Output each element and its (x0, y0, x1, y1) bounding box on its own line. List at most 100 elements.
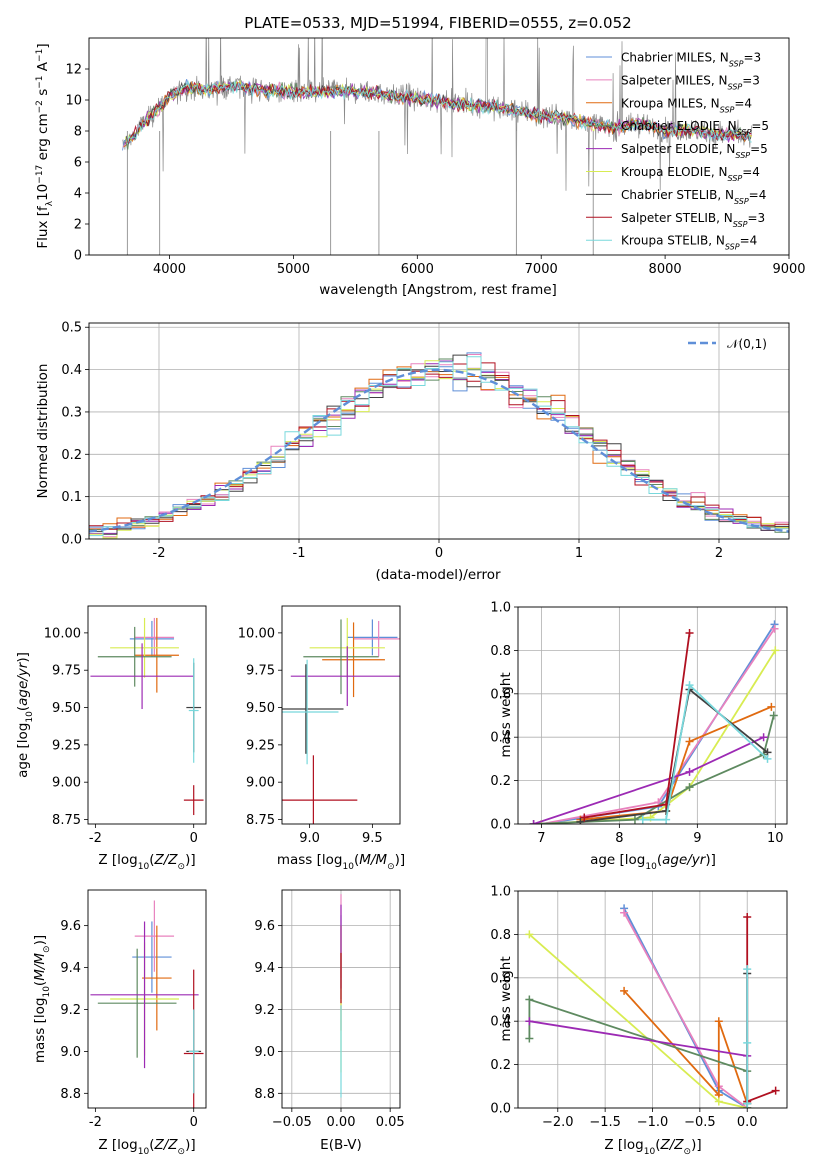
plus-marker (525, 930, 534, 939)
errorbar-point (353, 620, 400, 657)
x-tick-label: 2 (715, 546, 723, 561)
y-tick-label: 0.8 (490, 644, 511, 659)
x-axis-label: Z [log10(Z/Z⊙)] (604, 1137, 701, 1157)
residual-histogram (89, 356, 789, 537)
x-tick-label: -2 (153, 546, 166, 561)
y-tick-label: 0.8 (490, 928, 511, 943)
x-tick-label: 9 (693, 831, 701, 846)
legend-label: Chabrier STELIB, NSSP=4 (621, 188, 766, 206)
x-axis-label: E(B-V) (320, 1137, 362, 1153)
axes-frame (281, 605, 401, 825)
x-tick-label: 4000 (153, 262, 186, 277)
y-axis-label: age [log10(age/yr)] (15, 652, 35, 778)
x-axis-label: wavelength [Angstrom, rest frame] (319, 282, 557, 298)
errorbar-point (282, 755, 358, 824)
x-tick-label: 7 (537, 831, 545, 846)
plot-area (282, 617, 400, 824)
plus-marker (743, 1038, 752, 1047)
plot-area (90, 900, 204, 1108)
errorbar-point (90, 921, 199, 1069)
plus-marker (743, 1099, 752, 1108)
errorbar-point (90, 643, 194, 710)
errorbar-point (183, 785, 204, 816)
x-tick-label: 1 (575, 546, 583, 561)
y-tick-label: 10.00 (44, 626, 81, 641)
y-tick-label: 1.0 (490, 601, 511, 616)
errorbar-point (129, 620, 175, 657)
weight-series (529, 733, 768, 824)
plus-marker (525, 1017, 534, 1026)
y-tick-label: 9.75 (246, 664, 275, 679)
y-tick-label: 0.1 (61, 490, 82, 505)
errorbar-point (134, 617, 175, 657)
figure-title: PLATE=0533, MJD=51994, FIBERID=0555, z=0… (244, 14, 631, 32)
plus-marker (770, 624, 779, 633)
legend: 𝒩(0,1) (688, 337, 767, 351)
x-tick-label: −2.0 (542, 1115, 574, 1130)
y-axis-label: Flux [fλ10−17 erg cm−2 s−1 A−1] (35, 43, 55, 248)
legend-label: Kroupa MILES, NSSP=4 (621, 96, 752, 114)
x-tick-label: -1 (293, 546, 306, 561)
errorbar-point (188, 658, 199, 763)
plot-area (89, 352, 789, 539)
plot-area (122, 38, 753, 255)
plus-marker (771, 1086, 780, 1095)
x-tick-label: 5000 (277, 262, 310, 277)
y-tick-label: 0.4 (490, 1015, 511, 1030)
legend-label: Salpeter ELODIE, NSSP=5 (621, 142, 768, 160)
y-tick-label: 9.6 (254, 919, 275, 934)
y-tick-label: 8 (74, 125, 82, 140)
plus-marker (662, 815, 671, 824)
weight-series (620, 986, 752, 1108)
plus-marker (685, 629, 694, 638)
plot-area (90, 617, 204, 816)
x-tick-label: 10 (767, 831, 784, 846)
axes-frame (281, 889, 401, 1109)
y-tick-label: 9.50 (52, 701, 81, 716)
errorbar-point (134, 900, 175, 972)
y-tick-label: 8.75 (246, 813, 275, 828)
legend-label: Chabrier ELODIE, NSSP=5 (621, 119, 769, 137)
y-tick-label: 0 (74, 249, 82, 264)
plus-marker (525, 995, 534, 1004)
y-tick-label: 9.6 (60, 919, 81, 934)
y-axis-label: mass weight (498, 672, 514, 757)
y-tick-label: 0.4 (61, 363, 82, 378)
legend-label: Salpeter STELIB, NSSP=3 (621, 211, 765, 229)
y-tick-label: 0.2 (490, 774, 511, 789)
x-tick-label: 9.5 (362, 831, 383, 846)
errorbar-point (322, 622, 385, 698)
plus-marker (714, 1017, 723, 1026)
panel-weight_vs_Z: −2.0 −1.5 −1.0 −0.5 0.0 0.0 0.2 0.4 0.6 0.8 1.0 Z [… (490, 885, 788, 1157)
plus-marker (620, 908, 629, 917)
y-tick-label: 10 (65, 94, 82, 109)
y-tick-label: 6 (74, 156, 82, 171)
x-tick-label: 8 (615, 831, 623, 846)
plus-marker (525, 1034, 534, 1043)
y-tick-label: 0.5 (61, 321, 82, 336)
errorbar-point (282, 659, 339, 765)
panel-residuals: -2 -1 0 1 2 0.0 0.1 0.2 0.3 0.4 0.5 𝒩(0,1) (data-mod… (35, 321, 790, 583)
plus-marker (580, 813, 589, 822)
errorbar-point (303, 619, 379, 695)
plus-marker (759, 733, 768, 742)
axes-frame (88, 37, 790, 256)
plus-marker (763, 754, 772, 763)
x-axis-label: Z [log10(Z/Z⊙)] (98, 852, 195, 872)
x-axis-label: (data-model)/error (375, 567, 501, 583)
panel-mass_vs_Z: -2 0 8.8 9.0 9.2 9.4 9.6 Z [log10(Z/Z⊙)] mass [l… (32, 889, 207, 1157)
legend-label: Kroupa ELODIE, NSSP=4 (621, 165, 760, 183)
y-tick-label: 10.00 (238, 626, 275, 641)
y-tick-label: 9.2 (254, 1003, 275, 1018)
errorbar-point (188, 1009, 199, 1094)
x-tick-label: −0.05 (272, 1115, 312, 1130)
errorbar-point (97, 948, 177, 1058)
y-tick-label: 4 (74, 187, 82, 202)
y-tick-label: 0.0 (490, 818, 511, 833)
y-tick-label: 0.2 (61, 448, 82, 463)
x-tick-label: 0 (190, 831, 198, 846)
errorbar-point (347, 619, 398, 656)
y-axis-label: mass [log10(M/M⊙)] (32, 935, 52, 1063)
